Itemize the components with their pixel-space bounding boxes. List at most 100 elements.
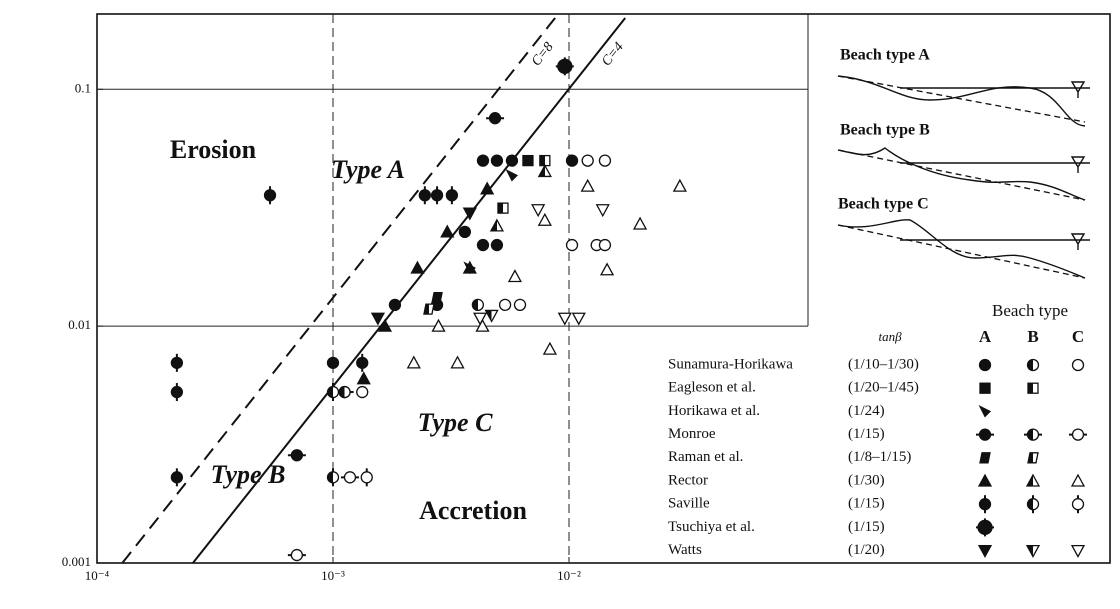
data-point-part xyxy=(338,385,351,399)
legend-slope: (1/10–1/30) xyxy=(848,356,919,372)
legend-marker-part xyxy=(1027,452,1039,464)
data-point-part xyxy=(581,154,594,167)
data-point-part xyxy=(476,238,490,252)
data-point xyxy=(356,385,369,399)
data-point-part xyxy=(557,58,573,74)
data-point-part xyxy=(472,312,488,326)
data-point xyxy=(522,154,534,167)
data-point-part xyxy=(290,449,304,462)
legend-marker xyxy=(978,495,992,514)
data-point-part xyxy=(505,168,519,182)
data-point-part xyxy=(423,303,435,315)
data-point xyxy=(513,298,527,312)
data-point xyxy=(377,318,393,332)
legend-marker-part xyxy=(1026,358,1040,372)
data-point xyxy=(388,298,402,312)
data-point-part xyxy=(490,154,504,167)
data-point xyxy=(326,356,340,369)
legend-slope: (1/20) xyxy=(848,542,885,558)
data-point xyxy=(505,168,519,182)
region-label: Type C xyxy=(418,408,493,437)
legend-marker-part xyxy=(978,358,992,372)
data-point-part xyxy=(507,269,523,283)
data-point-part xyxy=(290,548,304,562)
data-point xyxy=(462,207,477,221)
legend-marker xyxy=(1026,358,1040,372)
legend-marker-part xyxy=(1070,544,1086,558)
data-point xyxy=(537,212,552,226)
data-point-part xyxy=(531,204,546,218)
legend-marker xyxy=(976,428,994,441)
data-point-part xyxy=(522,154,534,167)
legend-type-header: A xyxy=(979,327,992,346)
legend-marker xyxy=(1025,544,1041,558)
data-point-part xyxy=(489,218,505,232)
data-point-part xyxy=(263,189,277,202)
data-point xyxy=(170,353,184,372)
legend-title: Beach type xyxy=(992,301,1068,320)
legend-marker-part xyxy=(978,428,992,441)
legend-marker xyxy=(1070,473,1086,487)
legend-marker xyxy=(977,544,993,558)
legend-marker xyxy=(978,404,992,418)
legend-name: Raman et al. xyxy=(668,449,743,465)
legend-name: Eagleson et al. xyxy=(668,380,756,396)
legend-marker-part xyxy=(1071,428,1085,441)
data-point-part xyxy=(326,385,340,399)
region-label: Accretion xyxy=(419,496,527,525)
data-point xyxy=(598,154,612,167)
x-tick-label: 10⁻² xyxy=(557,568,581,583)
data-point-part xyxy=(595,204,610,218)
legend-name: Tsuchiya et al. xyxy=(668,519,755,535)
data-point xyxy=(476,154,490,167)
data-point-part xyxy=(599,262,615,276)
data-point-part xyxy=(430,189,444,202)
region-label: Type B xyxy=(211,460,286,489)
inset-title: Beach type B xyxy=(840,122,930,139)
data-point xyxy=(430,186,444,205)
data-point-part xyxy=(170,471,184,484)
frame xyxy=(96,13,1111,564)
data-point-part xyxy=(356,371,371,385)
data-point xyxy=(475,318,490,332)
data-point xyxy=(340,471,359,484)
data-point xyxy=(581,154,594,167)
data-point-part xyxy=(343,471,357,484)
legend-marker xyxy=(1071,358,1085,372)
legend-marker-part xyxy=(1027,382,1039,394)
data-point-part xyxy=(326,356,340,369)
legend-marker xyxy=(979,382,991,394)
data-point xyxy=(484,309,499,323)
legend-slope: (1/15) xyxy=(848,426,885,442)
data-point xyxy=(542,341,557,355)
legend-marker xyxy=(1070,544,1086,558)
data-point-part xyxy=(497,202,509,214)
y-tick-label: 0.001 xyxy=(62,554,91,569)
data-point xyxy=(599,262,615,276)
y-tick-label: 0.1 xyxy=(75,80,91,95)
legend-marker xyxy=(1071,495,1085,514)
data-point-part xyxy=(356,385,369,399)
legend-name: Saville xyxy=(668,496,710,512)
data-point xyxy=(580,178,595,192)
profile-final xyxy=(837,219,1086,279)
legend-slope: (1/20–1/45) xyxy=(848,380,919,396)
legend-name: Watts xyxy=(668,542,702,558)
data-point-part xyxy=(565,154,579,167)
data-point-part xyxy=(598,238,612,252)
data-point-part xyxy=(475,318,490,332)
profile-final xyxy=(837,75,1086,127)
legend-name: Horikawa et al. xyxy=(668,403,760,419)
data-point-part xyxy=(498,298,512,312)
data-point xyxy=(507,269,523,283)
data-point xyxy=(170,383,184,402)
legend-slope-header: tanβ xyxy=(878,329,902,344)
data-point-part xyxy=(356,356,369,369)
data-point xyxy=(287,548,306,562)
data-point xyxy=(423,303,435,315)
legend-marker-part xyxy=(979,382,991,394)
data-point-part xyxy=(480,181,495,195)
data-point xyxy=(356,371,371,385)
legend-marker xyxy=(1027,382,1039,394)
